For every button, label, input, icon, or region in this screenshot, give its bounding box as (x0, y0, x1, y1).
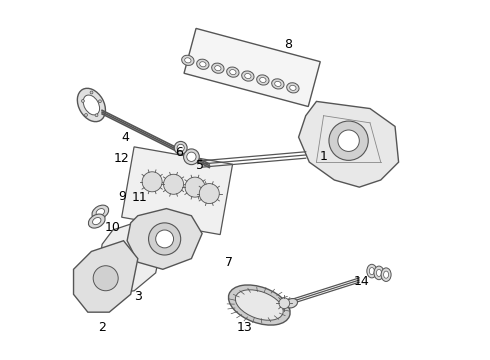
Text: 13: 13 (237, 321, 253, 334)
Text: 4: 4 (122, 131, 129, 144)
Circle shape (156, 230, 173, 248)
Text: 2: 2 (98, 321, 106, 334)
Circle shape (98, 100, 101, 103)
Circle shape (148, 223, 181, 255)
Ellipse shape (83, 95, 99, 115)
Polygon shape (298, 102, 398, 187)
Circle shape (174, 141, 187, 154)
Text: 5: 5 (196, 159, 204, 172)
Circle shape (95, 114, 98, 117)
Ellipse shape (200, 62, 206, 67)
Circle shape (338, 130, 359, 152)
Circle shape (177, 144, 184, 152)
Ellipse shape (196, 59, 209, 69)
Ellipse shape (374, 266, 384, 280)
Ellipse shape (182, 55, 194, 66)
Ellipse shape (376, 269, 381, 276)
Text: 9: 9 (118, 190, 126, 203)
Text: 3: 3 (134, 289, 142, 303)
Ellipse shape (367, 264, 377, 278)
Text: 12: 12 (114, 152, 130, 165)
Ellipse shape (257, 75, 269, 85)
Text: 6: 6 (175, 146, 183, 159)
Circle shape (184, 149, 199, 165)
Ellipse shape (93, 217, 101, 225)
Ellipse shape (235, 290, 283, 320)
Ellipse shape (285, 298, 297, 308)
Polygon shape (74, 241, 138, 312)
Circle shape (85, 113, 88, 116)
Polygon shape (127, 208, 202, 269)
Circle shape (185, 177, 205, 197)
Circle shape (142, 172, 162, 192)
Text: 7: 7 (225, 256, 233, 269)
Ellipse shape (384, 271, 389, 278)
Ellipse shape (245, 73, 251, 78)
Circle shape (199, 184, 220, 203)
Circle shape (90, 91, 93, 94)
Ellipse shape (287, 83, 299, 93)
Text: 10: 10 (105, 221, 121, 234)
Ellipse shape (227, 67, 239, 77)
Ellipse shape (212, 63, 224, 73)
Ellipse shape (185, 58, 191, 63)
Circle shape (329, 121, 368, 160)
Ellipse shape (260, 77, 266, 82)
Ellipse shape (88, 214, 105, 228)
Text: 8: 8 (284, 39, 292, 51)
Polygon shape (122, 147, 233, 235)
Circle shape (164, 174, 184, 194)
Circle shape (187, 152, 196, 161)
Polygon shape (98, 219, 163, 294)
Ellipse shape (228, 285, 290, 325)
Circle shape (81, 99, 84, 102)
Text: 14: 14 (353, 275, 369, 288)
Text: 11: 11 (132, 191, 147, 204)
Circle shape (93, 266, 118, 291)
Ellipse shape (96, 208, 104, 216)
Ellipse shape (271, 79, 284, 89)
Ellipse shape (77, 88, 105, 122)
Circle shape (279, 298, 290, 309)
Ellipse shape (215, 66, 221, 71)
Ellipse shape (290, 85, 296, 90)
Ellipse shape (242, 71, 254, 81)
Text: 1: 1 (319, 150, 327, 163)
Ellipse shape (92, 205, 109, 219)
Ellipse shape (275, 81, 281, 86)
Ellipse shape (369, 267, 374, 275)
Ellipse shape (381, 268, 391, 282)
Ellipse shape (230, 69, 236, 75)
Polygon shape (184, 28, 320, 107)
